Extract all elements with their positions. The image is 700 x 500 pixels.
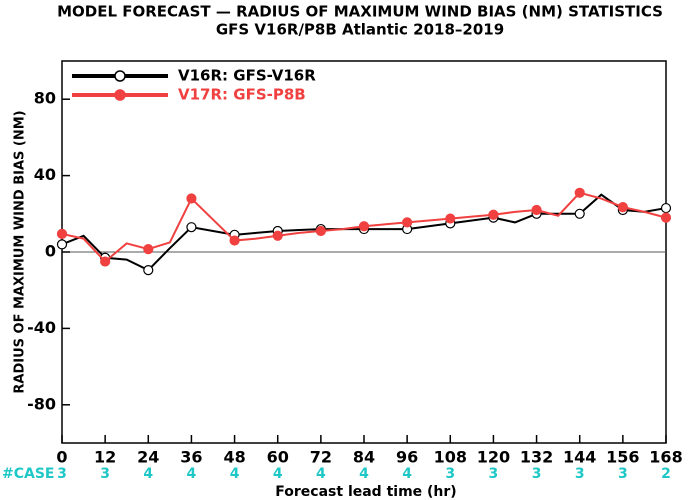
case-count: 3 bbox=[57, 466, 67, 482]
x-tick-label: 0 bbox=[56, 448, 67, 467]
marker bbox=[402, 217, 413, 228]
marker bbox=[617, 202, 628, 213]
legend-label: V16R: GFS-V16R bbox=[178, 67, 316, 85]
marker bbox=[660, 212, 672, 223]
marker bbox=[186, 193, 197, 204]
case-count: 3 bbox=[575, 466, 585, 482]
x-tick-label: 156 bbox=[606, 448, 639, 467]
y-axis-label: RADIUS OF MAXIMUM WIND BIAS (NM) bbox=[13, 110, 28, 393]
x-tick-label: 120 bbox=[477, 448, 510, 467]
case-count: 3 bbox=[100, 466, 110, 482]
marker bbox=[315, 225, 326, 237]
marker bbox=[100, 256, 111, 267]
marker bbox=[531, 204, 542, 216]
marker bbox=[445, 213, 456, 224]
case-count: 2 bbox=[661, 466, 671, 482]
x-tick-label: 48 bbox=[223, 448, 245, 467]
case-count: 4 bbox=[359, 466, 369, 482]
x-tick-label: 168 bbox=[649, 448, 682, 467]
marker bbox=[56, 228, 68, 239]
x-tick-label: 132 bbox=[520, 448, 553, 467]
marker bbox=[229, 235, 240, 246]
legend-marker bbox=[114, 70, 126, 82]
marker bbox=[358, 221, 370, 232]
x-tick-label: 12 bbox=[94, 448, 116, 467]
marker bbox=[186, 222, 197, 233]
marker bbox=[143, 265, 154, 276]
case-count: 4 bbox=[143, 466, 153, 482]
x-tick-label: 84 bbox=[353, 448, 375, 467]
x-tick-label: 24 bbox=[137, 448, 159, 467]
x-tick-label: 144 bbox=[563, 448, 596, 467]
marker bbox=[272, 230, 283, 241]
legend-label: V17R: GFS-P8B bbox=[178, 86, 306, 104]
y-tick-label: -80 bbox=[27, 394, 56, 413]
chart-title: MODEL FORECAST — RADIUS OF MAXIMUM WIND … bbox=[57, 3, 663, 21]
y-tick-label: 80 bbox=[34, 89, 56, 108]
y-tick-label: -40 bbox=[27, 318, 56, 337]
case-count: 4 bbox=[273, 466, 283, 482]
marker bbox=[56, 239, 68, 250]
case-count: 4 bbox=[230, 466, 240, 482]
marker bbox=[574, 208, 585, 219]
case-count: 3 bbox=[489, 466, 499, 482]
marker bbox=[488, 209, 499, 220]
legend-marker bbox=[114, 89, 126, 101]
x-tick-label: 72 bbox=[310, 448, 332, 467]
x-tick-label: 96 bbox=[396, 448, 418, 467]
case-count: 3 bbox=[532, 466, 542, 482]
marker bbox=[660, 202, 672, 214]
case-label: #CASE bbox=[2, 466, 55, 482]
y-tick-label: 0 bbox=[45, 242, 56, 261]
case-count: 3 bbox=[445, 466, 455, 482]
marker bbox=[574, 187, 585, 198]
case-count: 4 bbox=[402, 466, 412, 482]
case-count: 3 bbox=[618, 466, 628, 482]
x-tick-label: 108 bbox=[434, 448, 467, 467]
case-count: 4 bbox=[187, 466, 197, 482]
chart-subtitle: GFS V16R/P8B Atlantic 2018–2019 bbox=[216, 21, 504, 39]
x-tick-label: 36 bbox=[180, 448, 202, 467]
case-count: 4 bbox=[316, 466, 326, 482]
y-tick-label: 40 bbox=[34, 165, 56, 184]
x-axis-label: Forecast lead time (hr) bbox=[275, 484, 456, 500]
x-tick-label: 60 bbox=[267, 448, 289, 467]
marker bbox=[143, 244, 154, 255]
